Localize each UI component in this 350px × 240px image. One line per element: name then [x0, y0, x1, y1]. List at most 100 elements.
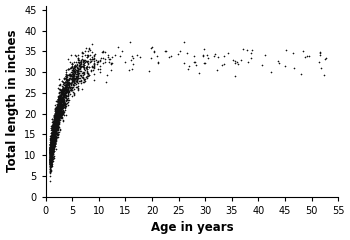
- Point: [50, 146, 56, 150]
- Point: [49, 134, 54, 138]
- Point: [47, 164, 53, 168]
- Point: [51, 128, 56, 132]
- Point: [107, 57, 112, 61]
- Point: [60, 97, 66, 101]
- Point: [58, 105, 63, 108]
- Point: [59, 109, 64, 113]
- Point: [55, 117, 61, 121]
- Point: [51, 128, 57, 132]
- Point: [50, 140, 55, 144]
- Point: [61, 100, 66, 104]
- Point: [56, 106, 61, 110]
- Point: [66, 76, 71, 80]
- Point: [56, 113, 62, 117]
- Point: [71, 69, 77, 73]
- Point: [49, 133, 55, 137]
- Point: [53, 126, 58, 130]
- Point: [61, 76, 67, 80]
- Point: [48, 155, 53, 159]
- Point: [75, 66, 80, 70]
- Point: [52, 116, 58, 120]
- Point: [77, 69, 83, 73]
- Point: [56, 108, 62, 112]
- Point: [68, 85, 73, 89]
- Point: [49, 147, 55, 151]
- Point: [63, 77, 69, 81]
- Point: [48, 158, 53, 162]
- Point: [51, 113, 57, 117]
- Point: [63, 103, 68, 107]
- Point: [205, 56, 211, 60]
- Point: [59, 96, 64, 99]
- Point: [47, 166, 53, 170]
- Point: [55, 119, 60, 122]
- Point: [47, 163, 53, 167]
- Point: [48, 158, 53, 162]
- Point: [63, 90, 69, 94]
- Point: [55, 111, 60, 115]
- Point: [60, 97, 65, 101]
- Point: [65, 67, 71, 71]
- Point: [47, 151, 53, 155]
- Point: [70, 75, 76, 79]
- Point: [50, 148, 56, 151]
- Point: [60, 96, 65, 99]
- Point: [58, 89, 63, 92]
- Point: [48, 149, 54, 153]
- Point: [73, 60, 79, 64]
- Point: [48, 159, 53, 163]
- Point: [215, 68, 220, 72]
- Point: [48, 147, 54, 150]
- Point: [56, 117, 61, 120]
- Point: [48, 158, 54, 162]
- Point: [62, 88, 68, 92]
- Point: [72, 66, 78, 69]
- Point: [52, 109, 58, 113]
- Point: [70, 69, 76, 72]
- Point: [56, 107, 62, 111]
- Point: [49, 150, 55, 154]
- Point: [53, 131, 59, 135]
- Point: [62, 81, 67, 85]
- Point: [82, 53, 88, 57]
- Point: [49, 139, 55, 143]
- Point: [77, 65, 83, 68]
- Point: [48, 141, 54, 145]
- Point: [73, 63, 78, 67]
- Point: [56, 108, 62, 112]
- Point: [49, 146, 54, 150]
- Point: [48, 161, 54, 164]
- Point: [59, 112, 65, 116]
- Point: [49, 151, 55, 155]
- Point: [49, 146, 55, 150]
- Point: [50, 130, 56, 134]
- Point: [47, 153, 53, 156]
- Point: [52, 142, 57, 146]
- Point: [51, 120, 57, 124]
- Point: [59, 111, 65, 115]
- Point: [48, 146, 54, 150]
- Point: [68, 87, 74, 91]
- Point: [54, 131, 59, 135]
- Point: [61, 104, 66, 108]
- Point: [50, 142, 55, 146]
- Point: [55, 132, 61, 136]
- Point: [82, 66, 87, 70]
- Point: [51, 147, 56, 151]
- Point: [58, 107, 63, 110]
- Point: [48, 149, 54, 152]
- Point: [58, 104, 63, 108]
- Point: [52, 122, 58, 126]
- Point: [61, 91, 66, 95]
- Point: [47, 151, 53, 155]
- Point: [60, 103, 65, 107]
- Point: [50, 143, 56, 147]
- Point: [67, 72, 73, 76]
- Point: [53, 121, 58, 125]
- Point: [54, 110, 59, 114]
- Point: [49, 143, 54, 147]
- Point: [53, 126, 58, 130]
- Point: [53, 118, 59, 122]
- Point: [100, 61, 106, 65]
- Point: [48, 163, 54, 167]
